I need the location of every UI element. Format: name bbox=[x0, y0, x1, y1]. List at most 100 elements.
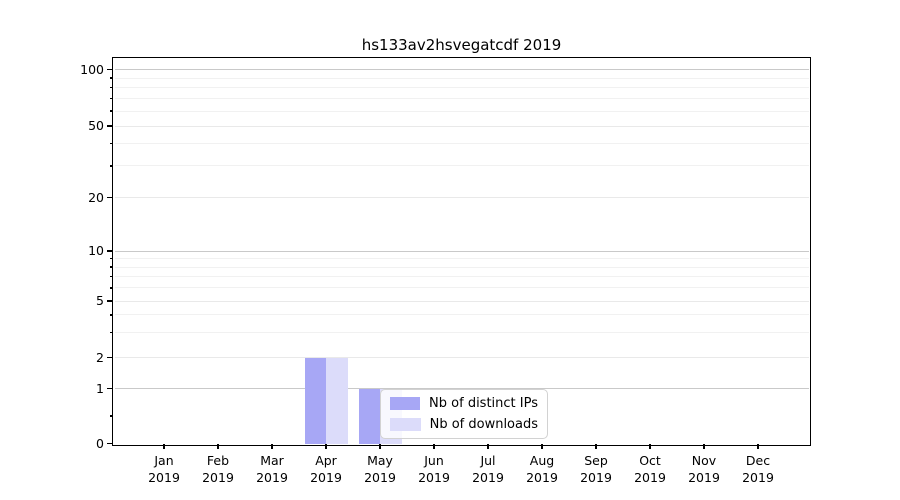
y-minor-tick-mark bbox=[109, 287, 113, 289]
y-tick-label: 10 bbox=[88, 243, 104, 258]
x-tick-month: Oct bbox=[639, 453, 661, 468]
x-tick-mark bbox=[379, 444, 381, 449]
y-tick-label: 1 bbox=[96, 380, 104, 396]
y-minor-tick-mark bbox=[109, 257, 113, 260]
x-tick-label: Sep 2019 bbox=[566, 452, 626, 486]
legend-item-downloads: Nb of downloads bbox=[390, 417, 538, 432]
x-tick-mark bbox=[595, 444, 597, 449]
y-gridline bbox=[114, 125, 809, 127]
y-tick-mark bbox=[107, 68, 113, 71]
x-tick-mark bbox=[433, 444, 435, 449]
x-tick-year: 2019 bbox=[310, 470, 342, 485]
x-tick-year: 2019 bbox=[634, 470, 666, 485]
bar-downloads bbox=[326, 357, 348, 444]
y-tick-mark bbox=[107, 442, 113, 445]
x-tick-mark bbox=[757, 444, 759, 449]
x-tick-label: Mar 2019 bbox=[242, 452, 302, 486]
y-tick-label: 100 bbox=[80, 61, 104, 77]
y-minor-tick-mark bbox=[109, 314, 113, 316]
chart-title: hs133av2hsvegatcdf 2019 bbox=[361, 36, 562, 54]
x-tick-label: Jan 2019 bbox=[134, 452, 194, 486]
x-tick-label: Feb 2019 bbox=[188, 452, 248, 486]
y-minor-tick-mark bbox=[109, 142, 113, 145]
y-minor-tick-mark bbox=[109, 165, 113, 167]
x-tick-month: Mar bbox=[260, 453, 284, 468]
y-gridline bbox=[114, 69, 809, 70]
y-minor-gridline bbox=[114, 258, 809, 260]
y-tick-label: 20 bbox=[88, 189, 104, 205]
x-tick-month: Jul bbox=[480, 453, 496, 468]
y-minor-gridline bbox=[114, 142, 809, 144]
x-tick-month: May bbox=[367, 453, 393, 468]
y-tick-mark bbox=[107, 250, 113, 252]
y-minor-gridline bbox=[114, 287, 809, 289]
x-tick-month: Apr bbox=[315, 453, 337, 468]
y-minor-gridline bbox=[114, 331, 809, 333]
x-tick-month: Nov bbox=[691, 453, 717, 468]
y-minor-tick-mark bbox=[109, 77, 113, 79]
x-tick-label: May 2019 bbox=[350, 452, 410, 486]
y-minor-tick-mark bbox=[109, 110, 113, 112]
legend: Nb of distinct IPs Nb of downloads bbox=[380, 389, 548, 439]
x-tick-label: Dec 2019 bbox=[728, 452, 788, 486]
x-tick-year: 2019 bbox=[580, 470, 612, 485]
x-tick-year: 2019 bbox=[688, 470, 720, 485]
y-minor-gridline bbox=[114, 276, 809, 278]
x-tick-label: Oct 2019 bbox=[620, 452, 680, 486]
x-tick-year: 2019 bbox=[202, 470, 234, 485]
y-minor-tick-mark bbox=[109, 97, 113, 100]
x-tick-label: Jun 2019 bbox=[404, 452, 464, 486]
x-tick-label: Jul 2019 bbox=[458, 452, 518, 486]
y-tick-mark bbox=[107, 196, 113, 199]
x-tick-mark bbox=[163, 444, 165, 449]
y-minor-gridline bbox=[114, 87, 809, 89]
y-gridline bbox=[114, 300, 809, 302]
x-tick-month: Feb bbox=[206, 453, 230, 468]
x-tick-month: Jun bbox=[424, 453, 444, 468]
x-tick-month: Aug bbox=[529, 453, 555, 468]
legend-swatch-distinct-ips bbox=[390, 397, 421, 410]
y-tick-mark bbox=[107, 300, 113, 302]
x-tick-year: 2019 bbox=[418, 470, 450, 485]
y-tick-label: 50 bbox=[88, 118, 104, 133]
x-tick-label: Aug 2019 bbox=[512, 452, 572, 486]
x-tick-month: Dec bbox=[745, 453, 771, 468]
plot-border bbox=[111, 56, 811, 446]
x-tick-mark bbox=[271, 444, 273, 449]
x-tick-label: Nov 2019 bbox=[674, 452, 734, 486]
x-tick-label: Apr 2019 bbox=[296, 452, 356, 486]
legend-label-downloads: Nb of downloads bbox=[429, 417, 538, 432]
legend-item-distinct-ips: Nb of distinct IPs bbox=[390, 396, 538, 411]
x-tick-year: 2019 bbox=[364, 470, 396, 485]
x-tick-mark bbox=[649, 444, 651, 449]
y-minor-gridline bbox=[114, 77, 809, 79]
y-tick-mark bbox=[107, 356, 113, 359]
y-minor-tick-mark bbox=[109, 275, 113, 278]
x-tick-mark bbox=[487, 444, 489, 449]
y-minor-gridline bbox=[114, 165, 809, 167]
y-minor-tick-mark bbox=[109, 331, 113, 334]
y-minor-gridline bbox=[114, 98, 809, 100]
y-minor-tick-mark bbox=[109, 266, 113, 268]
x-tick-year: 2019 bbox=[472, 470, 504, 485]
y-gridline bbox=[114, 357, 809, 358]
x-tick-month: Sep bbox=[584, 453, 608, 468]
x-tick-mark bbox=[703, 444, 705, 449]
bar-distinct-ips bbox=[304, 357, 326, 444]
y-tick-label: 5 bbox=[96, 293, 104, 308]
y-tick-label: 2 bbox=[96, 349, 104, 365]
x-tick-year: 2019 bbox=[742, 470, 774, 485]
x-tick-year: 2019 bbox=[148, 470, 180, 485]
y-minor-gridline bbox=[114, 314, 809, 316]
x-tick-month: Jan bbox=[154, 453, 174, 468]
y-minor-tick-mark bbox=[109, 86, 113, 89]
y-gridline bbox=[114, 388, 809, 389]
x-tick-mark bbox=[541, 444, 543, 449]
legend-swatch-downloads bbox=[390, 418, 421, 431]
legend-label-distinct-ips: Nb of distinct IPs bbox=[429, 396, 538, 411]
y-minor-gridline bbox=[114, 266, 809, 268]
y-tick-mark bbox=[107, 387, 113, 390]
y-tick-mark bbox=[107, 125, 113, 127]
x-tick-year: 2019 bbox=[256, 470, 288, 485]
